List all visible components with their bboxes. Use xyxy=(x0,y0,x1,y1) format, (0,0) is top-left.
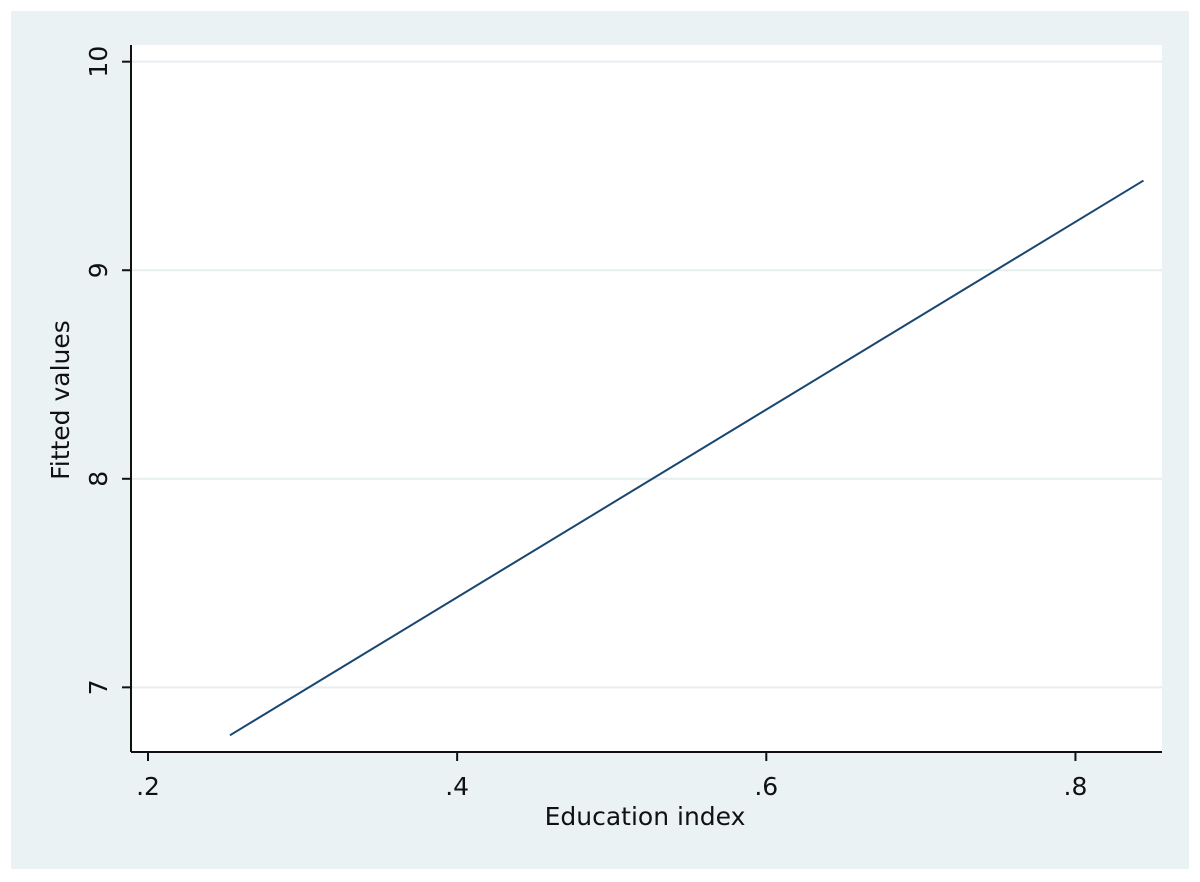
line xyxy=(229,179,1144,737)
y-axis-title: Fitted values xyxy=(46,320,75,480)
y-tick-label: 7 xyxy=(84,679,113,695)
x-tick-label: .2 xyxy=(136,772,160,801)
x-tick-label: .8 xyxy=(1064,772,1088,801)
x-tick-label: .6 xyxy=(754,772,778,801)
x-axis-title: Education index xyxy=(545,802,746,831)
y-tick-label: 9 xyxy=(84,262,113,278)
x-tick-label: .4 xyxy=(445,772,469,801)
y-tick-label: 8 xyxy=(84,471,113,487)
y-tick-label: 10 xyxy=(84,46,113,78)
plot-area xyxy=(131,45,1162,752)
